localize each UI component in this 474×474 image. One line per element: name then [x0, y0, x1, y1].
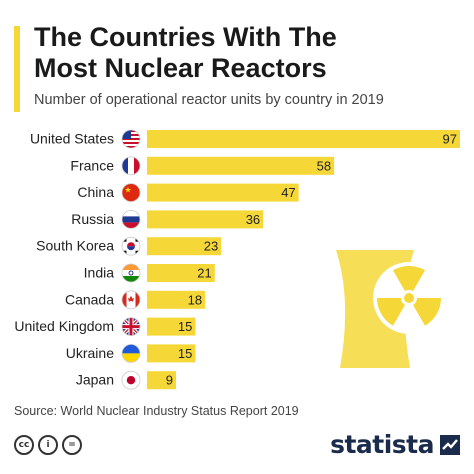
bar: [147, 156, 335, 175]
us-flag-icon: [122, 130, 140, 148]
bar: [147, 344, 196, 363]
bar-row: Russia 36: [71, 209, 264, 229]
category-label: Ukraine: [66, 345, 114, 361]
value-label: 21: [197, 266, 211, 281]
bar-row: France 58: [70, 156, 335, 176]
bar-row: Japan 9: [76, 370, 177, 390]
category-label: India: [84, 265, 115, 281]
value-label: 15: [178, 319, 192, 334]
canada-flag-icon: [122, 290, 140, 309]
bar: [147, 210, 264, 229]
value-label: 15: [178, 346, 192, 361]
radiation-core: [404, 293, 414, 303]
value-label: 9: [166, 373, 173, 388]
bar-row: United States 97: [30, 129, 460, 149]
ukraine-flag-icon: [122, 344, 140, 363]
title-accent-bar: [14, 26, 20, 112]
flag-border: [121, 183, 141, 203]
bar: [147, 290, 206, 309]
flag-border: [121, 156, 141, 176]
bar-row: India 21: [84, 263, 215, 283]
nuclear-reactor-illustration: [336, 250, 445, 368]
value-label: 58: [317, 158, 331, 173]
bar-row: United Kingdom 15: [14, 317, 196, 337]
india-flag-icon: [122, 264, 140, 282]
flag-border: [121, 370, 141, 390]
category-label: Canada: [65, 291, 114, 307]
category-label: China: [77, 184, 114, 200]
bar-row: Ukraine 15: [66, 343, 196, 363]
category-label: Russia: [71, 211, 114, 227]
bar-row: China 47 ★: [77, 183, 299, 203]
value-label: 47: [281, 185, 295, 200]
value-label: 18: [188, 292, 202, 307]
russia-flag-icon: [122, 210, 140, 229]
south-korea-flag-icon: [122, 237, 140, 256]
svg-text:★: ★: [124, 186, 131, 195]
flag-border: [121, 343, 141, 363]
title-line-2: Most Nuclear Reactors: [34, 53, 327, 83]
flag-border: [121, 129, 141, 149]
china-flag-icon: ★: [122, 183, 140, 202]
bar: [147, 183, 299, 202]
category-label: South Korea: [36, 238, 114, 254]
by-icon[interactable]: i: [38, 435, 58, 455]
cc-icon[interactable]: cc: [14, 435, 34, 455]
bar: [147, 130, 460, 148]
france-flag-icon: [122, 156, 140, 175]
bar: [147, 317, 196, 336]
bar: [147, 371, 177, 390]
category-label: United States: [30, 131, 114, 147]
chart-subtitle: Number of operational reactor units by c…: [34, 92, 384, 108]
value-label: 36: [246, 212, 260, 227]
category-label: United Kingdom: [14, 318, 114, 334]
title-line-1: The Countries With The: [34, 22, 337, 52]
license-icons: cc i =: [14, 435, 82, 455]
flag-border: [121, 290, 141, 310]
bar: [147, 237, 222, 256]
flag-border: [121, 263, 141, 283]
bar: [147, 264, 215, 282]
bar-row: Canada 18: [65, 290, 206, 310]
flag-border: [121, 236, 141, 256]
source-note: Source: World Nuclear Industry Status Re…: [14, 404, 299, 418]
uk-flag-icon: [122, 317, 140, 336]
value-label: 23: [204, 239, 218, 254]
category-label: Japan: [76, 372, 114, 388]
value-label: 97: [443, 132, 457, 147]
brand-name: statista: [330, 430, 434, 459]
japan-flag-icon: [122, 371, 140, 390]
statista-logo[interactable]: statista: [330, 430, 460, 459]
page-title: The Countries With The Most Nuclear Reac…: [34, 22, 464, 84]
radiation-blade: [393, 266, 425, 292]
radiation-blade: [377, 298, 405, 326]
flag-border: [121, 317, 141, 337]
bar-row: South Korea 23: [36, 236, 222, 256]
statista-mark-icon: [440, 434, 460, 455]
radiation-blade: [413, 298, 441, 326]
bars-layer: United States 97 France 58 China 47 ★ Russia 36 S…: [14, 129, 460, 390]
category-label: France: [70, 157, 114, 173]
flag-border: [121, 209, 141, 229]
nd-icon[interactable]: =: [62, 435, 82, 455]
